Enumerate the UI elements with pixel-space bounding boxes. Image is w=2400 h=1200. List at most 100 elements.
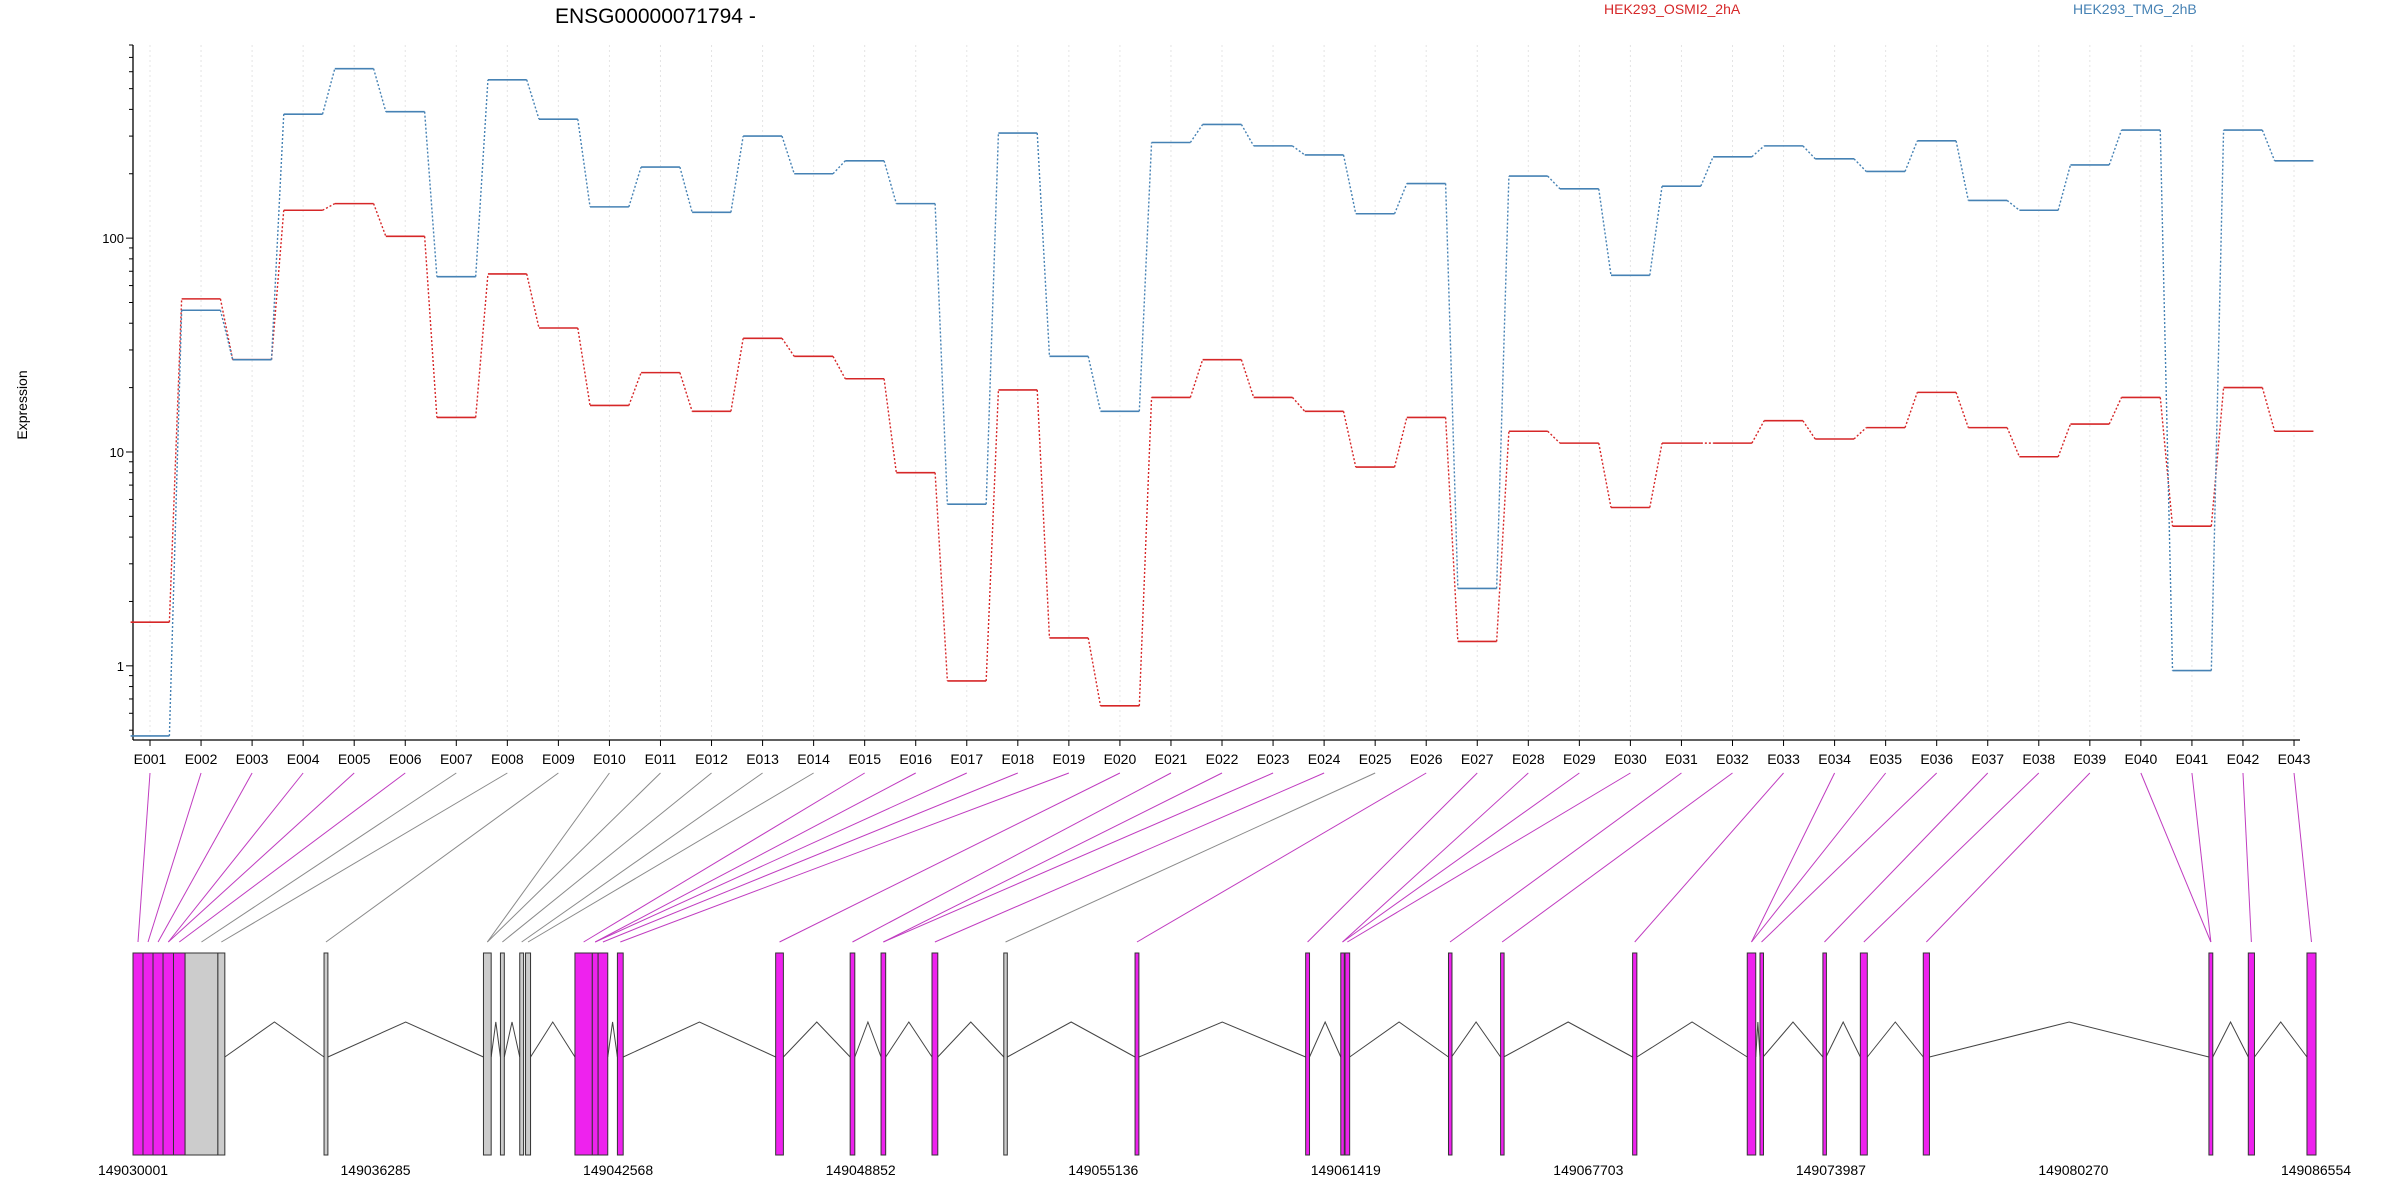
x-tick-label: E030 — [1614, 751, 1647, 767]
exon-connector — [147, 772, 202, 943]
exon-connector — [521, 772, 763, 943]
exon-connector — [1634, 772, 1784, 943]
data-connector — [1700, 156, 1714, 187]
exon-box — [482, 952, 492, 1156]
data-connector — [1189, 359, 1204, 398]
exon-box — [574, 952, 593, 1156]
data-connector — [883, 378, 898, 473]
exon-connector — [594, 772, 916, 943]
exon-connector — [1926, 772, 2091, 943]
x-tick-label: E011 — [645, 751, 677, 767]
exon-connector — [486, 772, 661, 943]
exon-connector — [1342, 772, 1529, 943]
x-tick-label: E035 — [1869, 751, 1902, 767]
exon-box — [217, 952, 226, 1156]
data-connector — [577, 327, 591, 406]
exon-connector — [1449, 772, 1682, 943]
data-connector — [1547, 175, 1561, 190]
data-connector — [1547, 430, 1561, 444]
x-tick-label: E041 — [2176, 751, 2209, 767]
intron-line — [1007, 1021, 1136, 1058]
x-tick-label: E015 — [848, 751, 881, 767]
exon-connector — [934, 772, 1325, 943]
data-connector — [423, 236, 438, 418]
data-connector — [1904, 140, 1918, 172]
exon-connector — [1751, 772, 1836, 943]
x-tick-label: E010 — [593, 751, 626, 767]
genomic-position-label: 149080270 — [2038, 1162, 2108, 1178]
exon-box — [2247, 952, 2255, 1156]
data-connector — [1444, 417, 1459, 642]
data-connector — [1393, 183, 1408, 215]
genomic-position-label: 149042568 — [583, 1162, 653, 1178]
data-connector — [1649, 186, 1663, 276]
data-connector — [1240, 124, 1255, 147]
data-connector — [270, 114, 285, 360]
data-connector — [526, 273, 540, 329]
x-tick-label: E007 — [440, 751, 473, 767]
x-tick-label: E017 — [950, 751, 983, 767]
genomic-position-label: 149048852 — [826, 1162, 896, 1178]
data-connector — [1138, 142, 1153, 412]
x-tick-label: E006 — [389, 751, 422, 767]
data-connector — [730, 135, 744, 213]
data-connector — [2159, 397, 2174, 527]
data-connector — [1751, 145, 1765, 158]
exon-connectors — [137, 772, 2312, 943]
exon-box — [591, 952, 599, 1156]
exon-connector — [167, 772, 355, 943]
data-connector — [1955, 140, 1970, 201]
series-layer — [130, 67, 2314, 737]
data-connector — [1495, 176, 1510, 589]
intron-line — [327, 1021, 484, 1058]
exon-box — [1759, 952, 1764, 1156]
data-connector — [1444, 183, 1459, 589]
x-tick-label: E031 — [1665, 751, 1698, 767]
x-tick-label: E040 — [2125, 751, 2158, 767]
y-axis-label: Expression — [14, 370, 30, 439]
data-connector — [1802, 145, 1816, 160]
exon-connector — [1307, 772, 1478, 943]
exon-connector — [595, 772, 967, 943]
exon-box — [1500, 952, 1505, 1156]
exon-connector — [883, 772, 1274, 943]
intron-line — [1825, 1020, 1861, 1058]
x-tick-label: E016 — [899, 751, 932, 767]
y-tick-label: 10 — [110, 445, 124, 460]
data-connector — [883, 160, 897, 204]
data-connector — [628, 372, 642, 406]
intron-line — [2254, 1021, 2308, 1058]
data-connector — [832, 356, 846, 380]
x-tick-label: E036 — [1920, 751, 1953, 767]
data-connector — [1495, 431, 1510, 642]
exon-connector — [2191, 772, 2212, 943]
data-connector — [985, 389, 1000, 681]
data-connector — [1393, 417, 1408, 468]
exon-connector — [137, 772, 151, 943]
exon-box — [616, 952, 624, 1156]
y-tick-label: 100 — [102, 231, 124, 246]
exon-connector — [178, 772, 406, 943]
data-connector — [2261, 387, 2276, 432]
x-tick-label: E014 — [797, 751, 830, 767]
data-connector — [1342, 411, 1357, 468]
data-connector — [1291, 396, 1306, 412]
exon-connector — [502, 772, 712, 943]
genomic-position-label: 149030001 — [98, 1162, 168, 1178]
exon-connector — [883, 772, 1223, 943]
data-connector — [372, 68, 387, 112]
data-connector — [2210, 387, 2225, 527]
exon-box — [142, 952, 154, 1156]
genomic-position-label: 149073987 — [1796, 1162, 1866, 1178]
data-connector — [1598, 188, 1612, 276]
exon-connector — [1501, 772, 1733, 943]
x-tick-label: E027 — [1461, 751, 1494, 767]
data-connector — [934, 203, 949, 505]
exon-box — [152, 952, 164, 1156]
data-connector — [2108, 397, 2123, 425]
exon-connector — [620, 772, 1070, 943]
exon-box — [1134, 952, 1140, 1156]
intron-line — [1349, 1021, 1449, 1058]
exon-connector — [2140, 772, 2212, 943]
